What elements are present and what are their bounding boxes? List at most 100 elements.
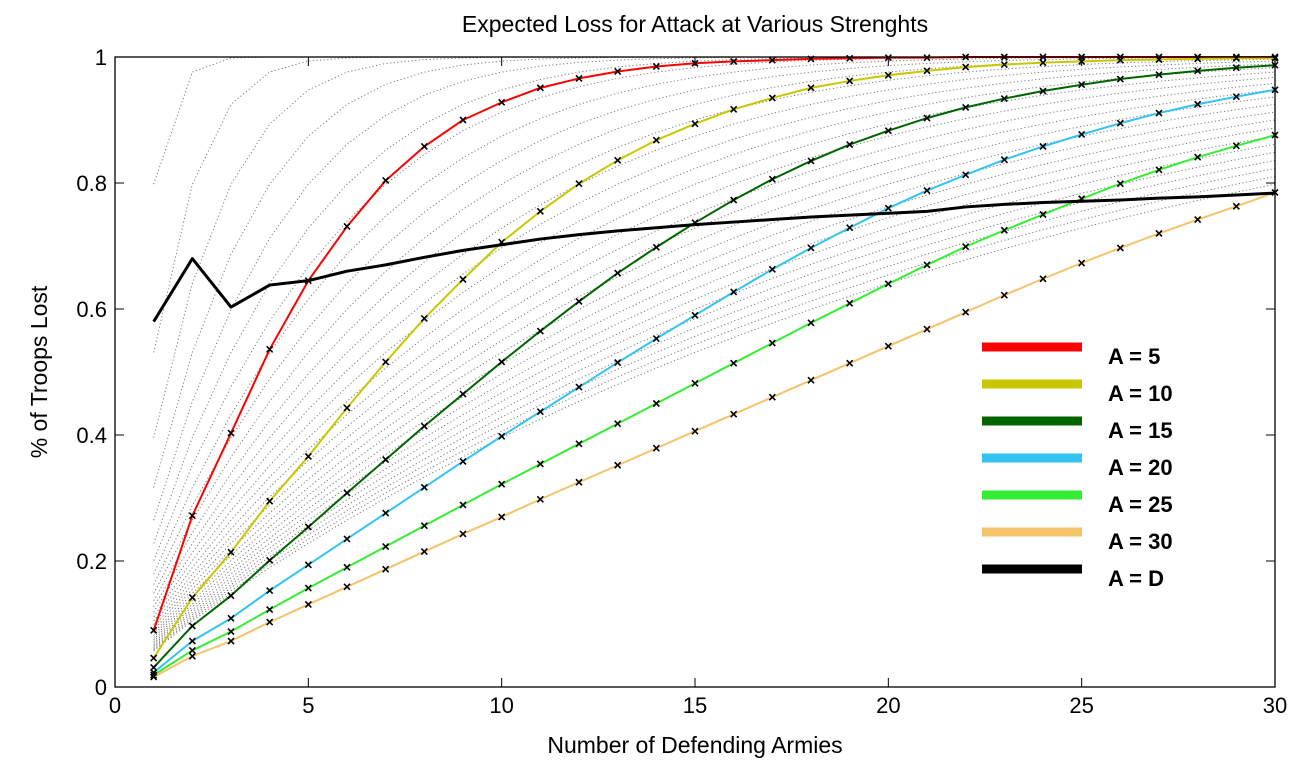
data-point: [536, 84, 544, 92]
data-point: [1194, 100, 1202, 108]
background-curve-a26: [153, 151, 1276, 647]
data-point: [304, 561, 312, 569]
data-point: [768, 393, 776, 401]
data-point: [420, 522, 428, 530]
data-point: [652, 62, 660, 71]
data-point: [420, 142, 428, 151]
data-point: [266, 556, 274, 564]
series-line: [153, 134, 1276, 676]
background-curve-a23: [153, 127, 1276, 642]
data-point: [536, 327, 544, 335]
data-point: [536, 460, 544, 468]
data-point: [304, 452, 312, 460]
data-point: [807, 157, 815, 165]
data-point: [498, 358, 506, 366]
y-tick-label: 0: [95, 675, 107, 700]
data-point: [846, 359, 854, 367]
background-curve-a11: [153, 58, 1276, 601]
data-point: [1155, 109, 1163, 117]
data-point: [807, 84, 815, 92]
data-point: [382, 456, 390, 464]
data-point: [420, 422, 428, 430]
data-point: [1078, 259, 1086, 267]
data-point: [343, 535, 351, 543]
data-point: [1039, 275, 1047, 283]
data-point: [188, 512, 196, 520]
background-curve-a17: [153, 82, 1276, 629]
data-point: [691, 427, 699, 435]
data-point: [614, 358, 622, 367]
data-point: [459, 501, 467, 509]
data-point: [884, 71, 892, 79]
data-point: [188, 593, 196, 602]
y-tick-label: 0.8: [76, 171, 107, 196]
data-point: [1194, 67, 1202, 75]
data-point: [266, 587, 274, 595]
data-point: [575, 297, 583, 306]
data-point: [459, 530, 467, 538]
legend-label: A = 20: [1108, 455, 1173, 480]
data-point: [1000, 291, 1008, 299]
background-curve-a30: [153, 183, 1276, 652]
data-point: [807, 376, 815, 384]
data-point: [536, 408, 544, 416]
plot-background: [115, 57, 1275, 687]
data-point: [884, 127, 892, 135]
series-2: [150, 54, 1279, 662]
x-tick-label: 25: [1069, 693, 1093, 718]
series-7: [152, 191, 1276, 323]
data-point: [498, 480, 506, 488]
data-point: [459, 457, 467, 466]
background-curve-a29: [153, 175, 1276, 651]
data-point: [768, 56, 776, 64]
data-point: [846, 141, 854, 149]
data-point: [266, 345, 274, 353]
data-point: [266, 605, 274, 614]
data-point: [768, 339, 776, 347]
data-point: [304, 600, 312, 609]
data-point: [1155, 229, 1163, 237]
data-point: [343, 583, 351, 591]
background-curve-a19: [153, 96, 1276, 634]
data-point: [962, 308, 970, 316]
data-point: [962, 103, 970, 111]
series-line: [153, 88, 1276, 674]
data-point: [227, 627, 235, 636]
data-point: [1039, 210, 1047, 219]
series-3: [150, 61, 1279, 672]
data-point: [614, 461, 622, 469]
background-curve-a14: [153, 67, 1276, 618]
data-point: [1078, 130, 1086, 139]
data-point: [614, 67, 622, 76]
data-point: [923, 261, 931, 269]
data-point: [614, 269, 622, 277]
x-tick-label: 20: [876, 693, 900, 718]
data-point: [730, 105, 738, 113]
data-point: [227, 592, 235, 600]
y-tick-label: 0.4: [76, 423, 107, 448]
x-tick-label: 15: [683, 693, 707, 718]
data-point: [1000, 226, 1008, 234]
background-curve-a4: [153, 56, 1275, 488]
data-point: [807, 244, 815, 252]
data-point: [1232, 93, 1240, 101]
data-point: [652, 243, 660, 251]
data-point: [420, 547, 428, 556]
data-point: [923, 67, 931, 75]
data-point: [188, 646, 196, 655]
data-point: [846, 299, 854, 307]
data-point: [1232, 202, 1240, 210]
data-point: [575, 440, 583, 448]
data-point: [730, 359, 738, 367]
data-point: [1116, 119, 1124, 127]
data-point: [923, 114, 931, 122]
data-point: [150, 673, 158, 681]
data-point: [1000, 95, 1008, 103]
data-point: [1000, 156, 1008, 164]
data-point: [536, 495, 544, 503]
data-point: [1039, 59, 1047, 67]
data-point: [266, 618, 274, 626]
data-point: [1194, 215, 1202, 224]
